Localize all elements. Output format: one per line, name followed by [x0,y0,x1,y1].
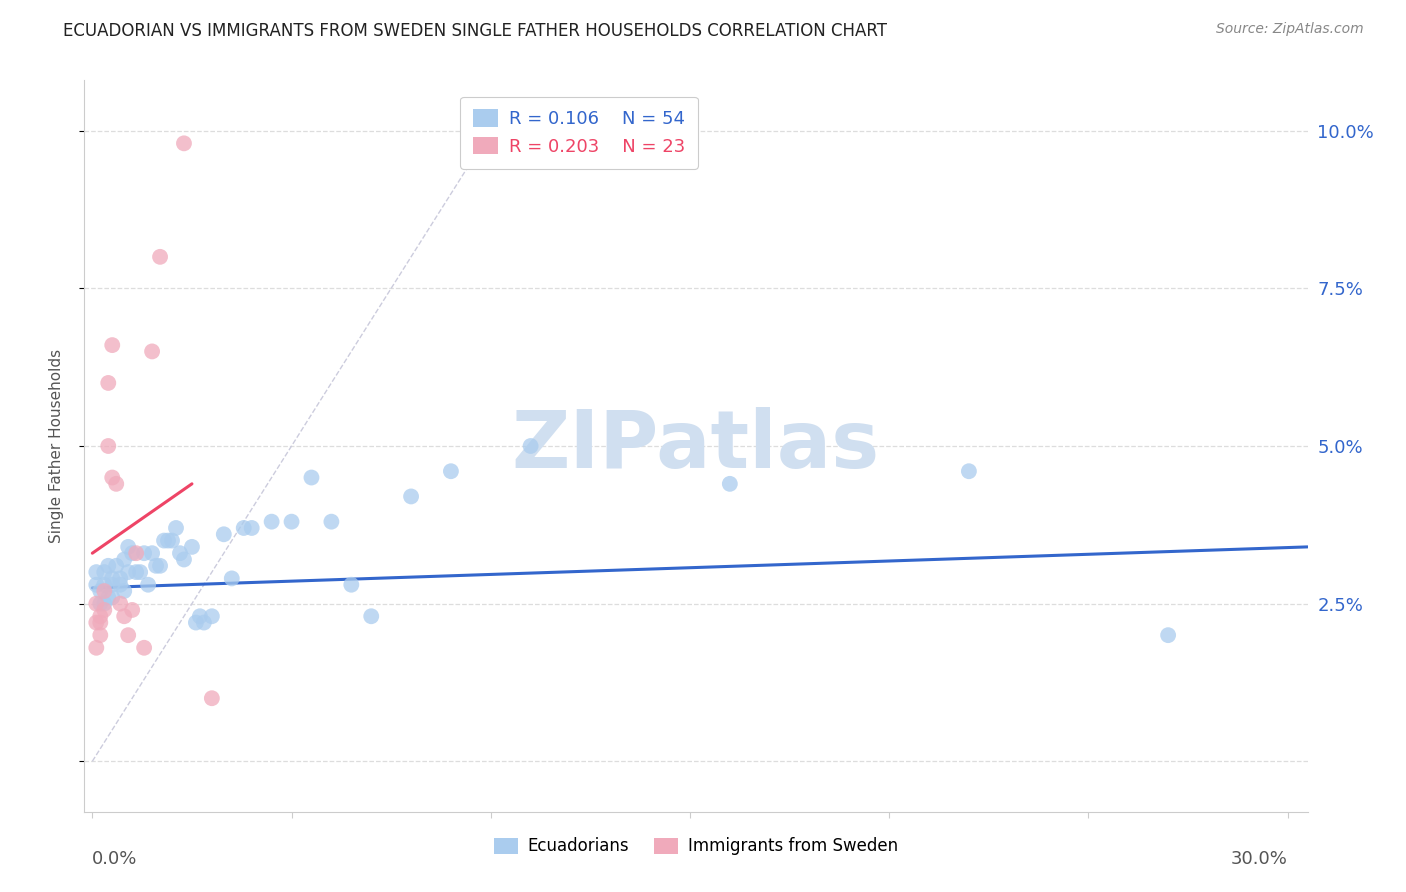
Point [86,578,108,592]
Point [173,136,195,151]
Point [157,533,180,548]
Point [169,546,191,560]
Point [86,597,108,611]
Point [360,609,382,624]
Point [86,565,108,579]
Point [260,515,283,529]
Point [110,597,132,611]
Point [201,609,224,624]
Point [93,565,115,579]
Point [101,338,124,352]
Point [957,464,980,478]
Text: ZIPatlas: ZIPatlas [512,407,880,485]
Point [149,558,172,573]
Point [188,609,211,624]
Point [110,571,132,585]
Point [240,521,263,535]
Point [93,578,115,592]
Point [86,615,108,630]
Point [121,546,143,560]
Text: 0.0%: 0.0% [93,849,138,868]
Point [440,464,463,478]
Point [340,578,363,592]
Point [181,540,204,554]
Point [97,558,120,573]
Point [193,615,215,630]
Point [280,515,302,529]
Point [173,552,195,566]
Point [89,597,111,611]
Point [134,546,156,560]
Point [117,628,139,642]
Point [399,490,422,504]
Point [97,376,120,390]
Point [89,615,111,630]
Point [101,470,124,484]
Point [121,603,143,617]
Point [141,344,163,359]
Point [212,527,235,541]
Point [129,565,152,579]
Point [105,476,128,491]
Point [101,591,124,605]
Point [718,476,741,491]
Point [86,640,108,655]
Point [301,470,323,484]
Y-axis label: Single Father Households: Single Father Households [49,349,63,543]
Point [93,603,115,617]
Point [519,439,541,453]
Legend: Ecuadorians, Immigrants from Sweden: Ecuadorians, Immigrants from Sweden [488,830,904,862]
Point [141,546,163,560]
Point [153,533,176,548]
Point [221,571,243,585]
Point [117,565,139,579]
Point [134,640,156,655]
Point [112,584,135,599]
Point [184,615,207,630]
Point [165,521,187,535]
Point [145,558,167,573]
Point [136,578,159,592]
Point [93,597,115,611]
Point [89,628,111,642]
Text: Source: ZipAtlas.com: Source: ZipAtlas.com [1216,22,1364,37]
Point [89,609,111,624]
Point [321,515,343,529]
Point [89,584,111,599]
Point [149,250,172,264]
Point [125,546,148,560]
Point [112,609,135,624]
Point [101,571,124,585]
Point [117,540,139,554]
Point [97,439,120,453]
Text: 30.0%: 30.0% [1230,849,1288,868]
Point [105,558,128,573]
Point [125,565,148,579]
Point [93,584,115,599]
Point [1157,628,1180,642]
Point [160,533,183,548]
Point [101,578,124,592]
Point [110,578,132,592]
Point [201,691,224,706]
Point [112,552,135,566]
Text: ECUADORIAN VS IMMIGRANTS FROM SWEDEN SINGLE FATHER HOUSEHOLDS CORRELATION CHART: ECUADORIAN VS IMMIGRANTS FROM SWEDEN SIN… [63,22,887,40]
Point [97,591,120,605]
Point [232,521,254,535]
